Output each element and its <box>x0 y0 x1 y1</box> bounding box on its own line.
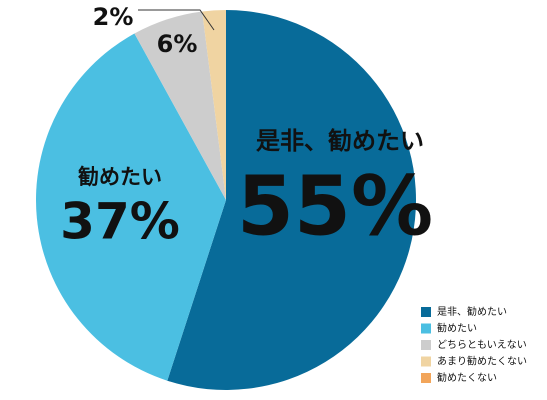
legend-label: 勧めたい <box>437 322 477 335</box>
slice-value-label: 55% <box>237 159 433 254</box>
slice-category-label: 是非、勧めたい <box>256 127 424 155</box>
legend-swatch <box>421 356 431 367</box>
pie-slice <box>167 10 417 391</box>
legend-swatch <box>421 340 431 350</box>
legend-swatch <box>421 373 431 383</box>
legend-swatch <box>421 307 431 317</box>
leader-line <box>138 9 215 31</box>
legend-label: どちらともいえない <box>437 339 527 351</box>
pie-slice <box>134 11 226 201</box>
legend-label: 是非、勧めたい <box>437 305 507 318</box>
legend-label: 勧めたくない <box>437 371 497 384</box>
legend-label: あまり勧めたくない <box>437 355 527 368</box>
slice-value-label: 6% <box>157 30 198 58</box>
slice-category-label: 勧めたい <box>77 165 162 189</box>
legend-swatch <box>421 323 431 334</box>
pie-slice <box>202 10 226 200</box>
slice-value-label: 37% <box>60 193 180 251</box>
slice-value-label: 2% <box>93 3 134 31</box>
pie-slice <box>36 33 226 381</box>
